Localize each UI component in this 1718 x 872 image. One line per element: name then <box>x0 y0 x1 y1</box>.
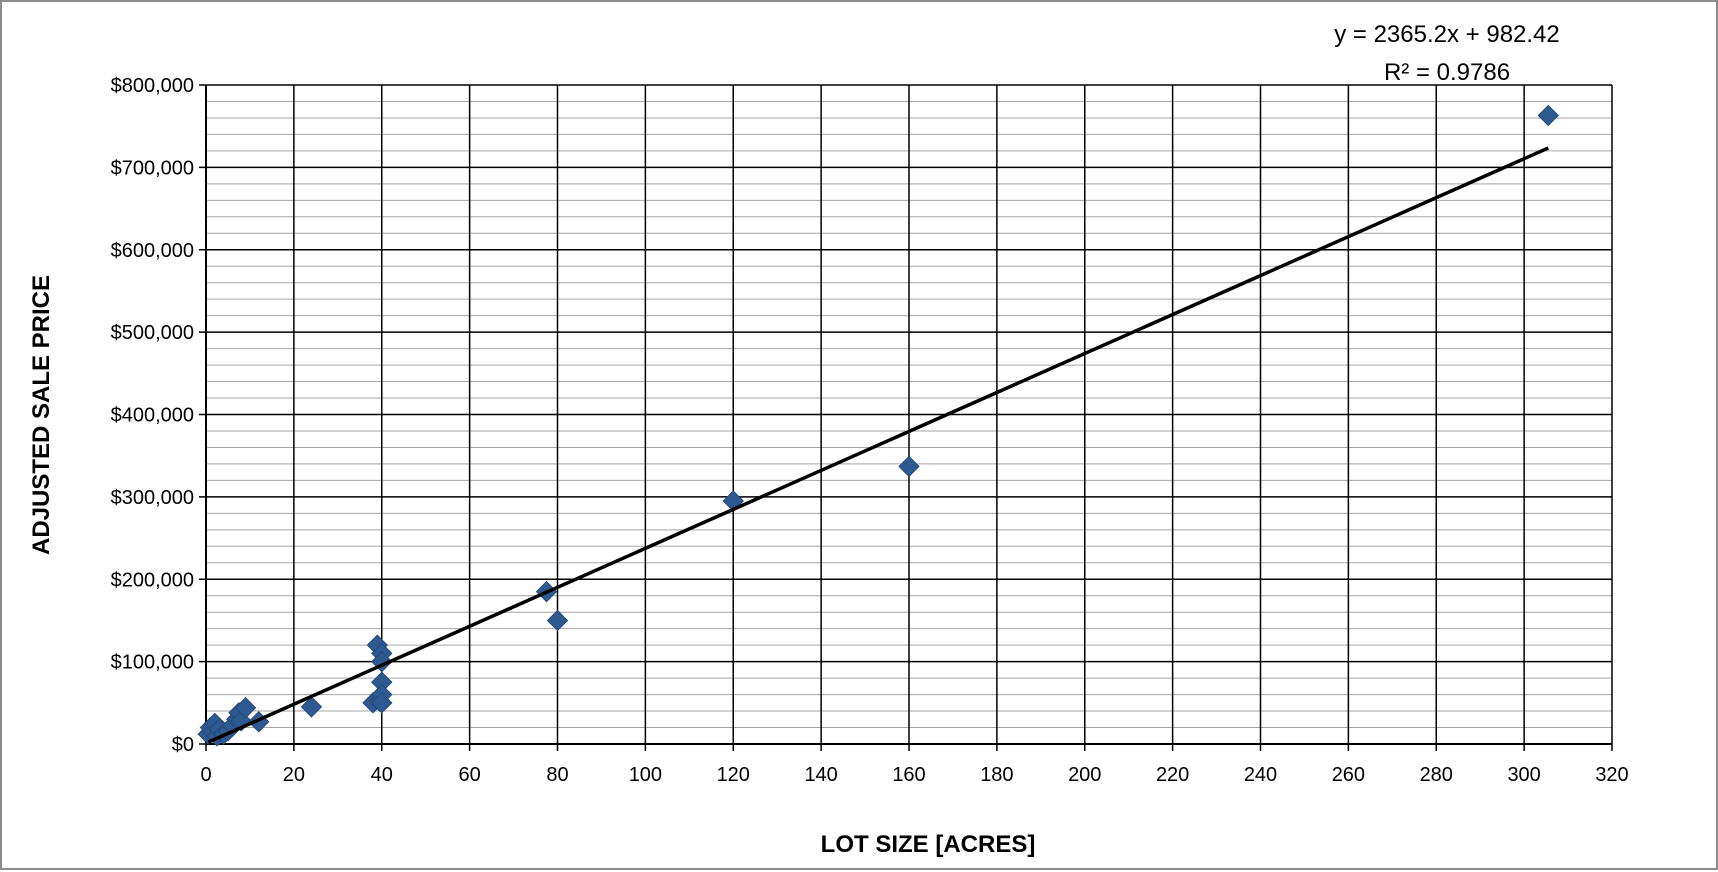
y-tick-labels: $0 $100,000 $200,000 $300,000 $400,000 $500,0… <box>111 75 194 756</box>
x-tick-label: 80 <box>546 764 568 786</box>
data-point <box>300 696 323 718</box>
trendline <box>207 146 1550 744</box>
x-tick-label: 260 <box>1332 764 1365 786</box>
y-tick-label: $500,000 <box>111 322 194 344</box>
x-tick-label: 300 <box>1507 764 1540 786</box>
y-tick-label: $600,000 <box>111 240 194 262</box>
y-axis-title: ADJUSTED SALE PRICE <box>28 275 55 555</box>
data-point <box>371 692 393 714</box>
y-tick-label: $700,000 <box>111 157 194 179</box>
y-tick-label: $300,000 <box>111 487 194 509</box>
data-point <box>1537 104 1559 127</box>
y-tick-label: $800,000 <box>111 75 194 97</box>
x-axis-title: LOT SIZE [ACRES] <box>821 831 1036 858</box>
x-tick-label: 240 <box>1244 764 1277 786</box>
x-tick-label: 100 <box>629 764 662 786</box>
x-tick-label: 280 <box>1420 764 1453 786</box>
x-tick-label: 40 <box>371 764 393 786</box>
x-tick-label: 120 <box>717 764 750 786</box>
data-points <box>197 104 1559 747</box>
data-point <box>898 455 920 478</box>
trendline-r-squared: R² = 0.9786 <box>1384 59 1510 86</box>
y-tick-label: $100,000 <box>111 652 194 674</box>
x-tick-label: 220 <box>1156 764 1189 786</box>
x-tick-label: 140 <box>804 764 837 786</box>
x-tick-label: 0 <box>200 764 211 786</box>
x-tick-label: 60 <box>459 764 481 786</box>
y-tick-label: $0 <box>172 734 194 756</box>
x-tick-label: 320 <box>1595 764 1628 786</box>
x-tick-labels: 0 20 40 60 80 100 120 140 160 180 200 220 240 260 280 3… <box>200 764 1628 786</box>
x-tick-label: 20 <box>283 764 305 786</box>
x-tick-label: 180 <box>980 764 1013 786</box>
data-point <box>546 609 569 632</box>
y-tick-label: $200,000 <box>111 569 194 591</box>
data-point <box>234 697 257 719</box>
x-tick-label: 160 <box>892 764 925 786</box>
y-tick-label: $400,000 <box>111 405 194 427</box>
trendline-equation: y = 2365.2x + 982.42 <box>1334 21 1560 48</box>
x-tick-label: 200 <box>1068 764 1101 786</box>
axis-lines <box>199 84 1613 751</box>
